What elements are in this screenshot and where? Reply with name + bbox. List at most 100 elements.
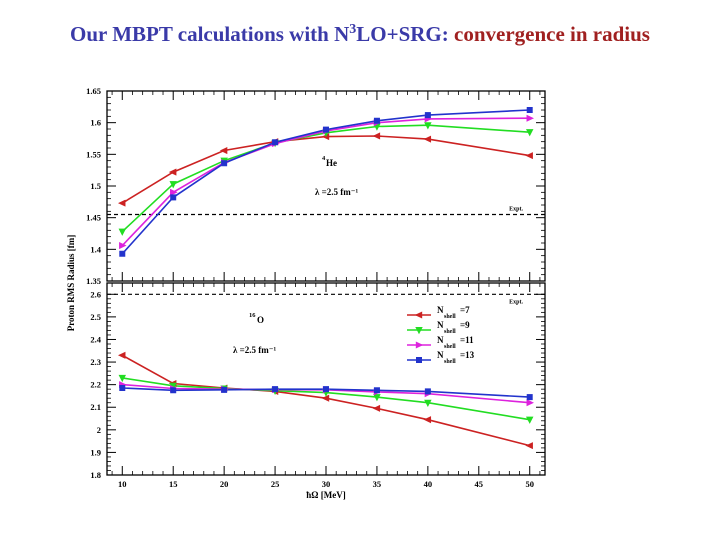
series-line-top-2 (121, 117, 530, 247)
legend-sub-3: shell (444, 359, 456, 365)
legend-suffix-3: =13 (460, 350, 475, 360)
legend-marker-3 (416, 357, 422, 363)
marker-top-3-6 (424, 112, 431, 119)
legend-prefix-2: N (437, 335, 444, 345)
marker-bottom-3-5 (373, 387, 380, 394)
xtick-label-6: 40 (424, 479, 433, 489)
marker-bottom-3-0 (119, 385, 126, 392)
marker-bottom-0-4 (321, 394, 330, 402)
marker-top-0-6 (423, 135, 432, 143)
marker-top-2-1 (170, 188, 178, 196)
marker-top-3-0 (119, 250, 126, 257)
marker-top-3-5 (373, 117, 380, 124)
marker-top-1-0 (118, 228, 127, 236)
marker-top-0-0 (117, 199, 126, 207)
legend-marker-1 (415, 327, 423, 335)
marker-bottom-3-1 (170, 387, 177, 394)
marker-bottom-1-6 (424, 399, 432, 407)
ytick-label-bottom-7: 2.5 (90, 312, 101, 322)
nucleus-symbol-top: He (326, 158, 337, 168)
ytick-label-top-2: 1.45 (86, 213, 101, 223)
axis-labels: ħΩ [MeV] Proton RMS Radius [fm] (66, 235, 346, 500)
marker-bottom-0-0 (117, 351, 126, 359)
series-markers (117, 107, 535, 450)
marker-top-3-4 (323, 126, 329, 133)
legend-sub-2: shell (444, 344, 456, 350)
legend-marker-0 (414, 311, 423, 319)
series-line-top-0 (121, 135, 530, 204)
ytick-label-bottom-3: 2.1 (90, 402, 101, 412)
marker-top-2-0 (119, 241, 127, 250)
ytick-label-top-1: 1.4 (90, 244, 101, 254)
marker-bottom-0-7 (525, 442, 533, 450)
ytick-label-bottom-5: 2.3 (90, 357, 101, 367)
x-axis-label: ħΩ [MeV] (306, 490, 345, 500)
marker-top-1-6 (424, 122, 432, 130)
marker-bottom-3-3 (272, 386, 279, 393)
xtick-label-2: 20 (220, 479, 229, 489)
ytick-label-top-4: 1.55 (86, 149, 101, 159)
series-line-top-1 (121, 124, 530, 233)
marker-top-3-1 (170, 194, 177, 201)
legend-prefix-1: N (437, 320, 444, 330)
legend-marker-2 (415, 341, 424, 349)
nucleus-symbol-bottom: O (257, 315, 264, 325)
ytick-label-bottom-2: 2 (97, 425, 101, 435)
title-part2: LO+SRG: (356, 22, 454, 46)
title-accent: convergence in radius (454, 22, 650, 46)
ytick-label-bottom-4: 2.2 (90, 380, 101, 390)
lambda-label-bottom: λ =2.5 fm⁻¹ (233, 345, 277, 355)
marker-top-0-1 (168, 168, 177, 176)
series-lines (121, 109, 530, 447)
marker-top-3-3 (272, 139, 279, 146)
marker-bottom-1-5 (373, 394, 381, 402)
nucleus-mass-bottom: 16 (249, 312, 256, 319)
y-axis-label: Proton RMS Radius [fm] (66, 235, 76, 332)
marker-top-0-5 (372, 132, 381, 140)
xtick-label-1: 15 (169, 479, 178, 489)
series-line-top-3 (121, 109, 530, 255)
legend-sub-1: shell (444, 329, 456, 335)
xtick-label-4: 30 (322, 479, 331, 489)
marker-bottom-2-7 (526, 399, 535, 407)
lambda-label-top: λ =2.5 fm⁻¹ (315, 187, 359, 197)
series-line-bottom-0 (121, 354, 530, 447)
marker-bottom-3-6 (424, 388, 431, 395)
legend-prefix-3: N (437, 350, 444, 360)
ytick-label-bottom-6: 2.4 (90, 334, 101, 344)
xtick-label-3: 25 (271, 479, 280, 489)
panel-annotations: 4 He λ =2.5 fm⁻¹ 16 Oλ =2.5 fm⁻¹ (233, 155, 359, 355)
marker-bottom-3-7 (526, 394, 533, 401)
xtick-label-8: 50 (525, 479, 534, 489)
title-part1: Our MBPT calculations with N (70, 22, 350, 46)
series-line-bottom-3 (122, 387, 530, 398)
expt-lines: Expt. Expt. (107, 207, 545, 305)
frame-bottom (106, 282, 546, 476)
marker-top-3-2 (221, 160, 228, 167)
xtick-label-0: 10 (118, 479, 127, 489)
legend-suffix-2: =11 (460, 335, 474, 345)
marker-bottom-1-7 (525, 416, 534, 424)
marker-top-0-7 (525, 152, 533, 160)
ytick-label-top-6: 1.65 (86, 86, 101, 96)
marker-bottom-0-5 (372, 404, 381, 412)
ytick-label-bottom-0: 1.8 (90, 470, 101, 480)
marker-top-1-1 (169, 181, 177, 189)
xtick-label-7: 45 (475, 479, 484, 489)
legend-prefix-0: N (437, 305, 444, 315)
expt-label-bottom: Expt. (509, 299, 523, 305)
marker-bottom-3-4 (323, 386, 329, 393)
ytick-label-top-3: 1.5 (90, 181, 101, 191)
title-superscript: 3 (349, 22, 357, 37)
marker-top-0-2 (219, 146, 228, 155)
tick-labels: 1.35 1.4 1.45 1.5 1.55 1.6 1.65 1.8 1.9 2 2.1 2.2 2.… (86, 86, 534, 489)
marker-bottom-3-2 (221, 386, 228, 393)
ytick-label-top-5: 1.6 (90, 118, 101, 128)
expt-label-top: Expt. (509, 207, 523, 213)
slide-title: Our MBPT calculations with N3LO+SRG: con… (0, 22, 720, 47)
ytick-label-top-0: 1.35 (86, 276, 101, 286)
marker-bottom-1-0 (118, 374, 127, 383)
legend-sub-0: shell (444, 314, 456, 320)
